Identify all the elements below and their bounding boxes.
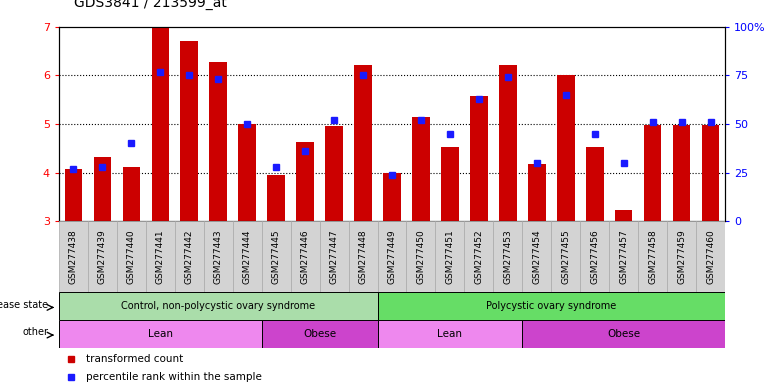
Bar <box>406 221 435 292</box>
Text: transformed count: transformed count <box>86 354 183 364</box>
Text: GSM277459: GSM277459 <box>677 229 686 284</box>
Bar <box>702 126 720 221</box>
Text: GSM277453: GSM277453 <box>503 229 513 284</box>
Bar <box>354 65 372 221</box>
Bar <box>291 221 320 292</box>
Text: GSM277448: GSM277448 <box>358 229 368 284</box>
Bar <box>325 126 343 221</box>
Bar <box>378 292 725 320</box>
Bar <box>638 221 667 292</box>
Text: Control, non-polycystic ovary syndrome: Control, non-polycystic ovary syndrome <box>121 301 315 311</box>
Text: GSM277444: GSM277444 <box>242 230 252 284</box>
Bar <box>464 221 493 292</box>
Bar <box>696 221 725 292</box>
Bar <box>238 124 256 221</box>
Text: other: other <box>22 327 48 337</box>
Bar <box>267 175 285 221</box>
Bar <box>586 147 604 221</box>
Text: GSM277438: GSM277438 <box>69 229 78 284</box>
Bar <box>151 27 169 221</box>
Text: GSM277450: GSM277450 <box>416 229 426 284</box>
Bar <box>378 221 406 292</box>
Bar <box>262 221 291 292</box>
Bar <box>383 173 401 221</box>
Bar <box>667 221 696 292</box>
Text: Lean: Lean <box>437 329 463 339</box>
Bar <box>117 221 146 292</box>
Text: GSM277447: GSM277447 <box>329 229 339 284</box>
Bar <box>580 221 609 292</box>
Bar <box>209 62 227 221</box>
Text: GSM277440: GSM277440 <box>127 229 136 284</box>
Bar <box>262 320 378 348</box>
Bar <box>378 320 522 348</box>
Text: GDS3841 / 213599_at: GDS3841 / 213599_at <box>74 0 227 10</box>
Bar <box>493 221 522 292</box>
Text: GSM277443: GSM277443 <box>214 229 223 284</box>
Bar <box>59 292 378 320</box>
Bar <box>88 221 117 292</box>
Bar <box>441 147 459 221</box>
Bar <box>644 126 662 221</box>
Bar <box>93 157 111 221</box>
Bar <box>349 221 378 292</box>
Bar <box>470 96 488 221</box>
Bar <box>175 221 204 292</box>
Text: GSM277455: GSM277455 <box>561 229 570 284</box>
Bar <box>204 221 233 292</box>
Bar <box>320 221 349 292</box>
Bar <box>528 164 546 221</box>
Text: Lean: Lean <box>147 329 172 339</box>
Bar <box>435 221 464 292</box>
Text: disease state: disease state <box>0 300 48 310</box>
Bar <box>59 221 88 292</box>
Text: GSM277445: GSM277445 <box>271 229 281 284</box>
Bar <box>64 169 82 221</box>
Bar <box>551 221 580 292</box>
Bar <box>557 75 575 221</box>
Text: GSM277457: GSM277457 <box>619 229 628 284</box>
Bar <box>615 210 633 221</box>
Bar <box>499 65 517 221</box>
Bar <box>233 221 262 292</box>
Text: GSM277454: GSM277454 <box>532 229 542 284</box>
Text: GSM277442: GSM277442 <box>185 230 194 284</box>
Bar <box>146 221 175 292</box>
Text: Obese: Obese <box>303 329 336 339</box>
Text: GSM277441: GSM277441 <box>156 229 165 284</box>
Text: GSM277451: GSM277451 <box>445 229 455 284</box>
Text: GSM277449: GSM277449 <box>387 229 397 284</box>
Bar <box>122 167 140 221</box>
Bar <box>412 117 430 221</box>
Bar <box>673 126 691 221</box>
Text: Polycystic ovary syndrome: Polycystic ovary syndrome <box>486 301 616 311</box>
Text: GSM277446: GSM277446 <box>300 229 310 284</box>
Text: percentile rank within the sample: percentile rank within the sample <box>86 372 262 382</box>
Bar <box>180 41 198 221</box>
Text: GSM277452: GSM277452 <box>474 229 484 284</box>
Bar <box>522 320 725 348</box>
Text: GSM277439: GSM277439 <box>98 229 107 284</box>
Text: GSM277458: GSM277458 <box>648 229 657 284</box>
Bar <box>59 320 262 348</box>
Bar <box>296 142 314 221</box>
Bar <box>609 221 638 292</box>
Text: Obese: Obese <box>608 329 641 339</box>
Text: GSM277460: GSM277460 <box>706 229 715 284</box>
Bar <box>522 221 551 292</box>
Text: GSM277456: GSM277456 <box>590 229 599 284</box>
